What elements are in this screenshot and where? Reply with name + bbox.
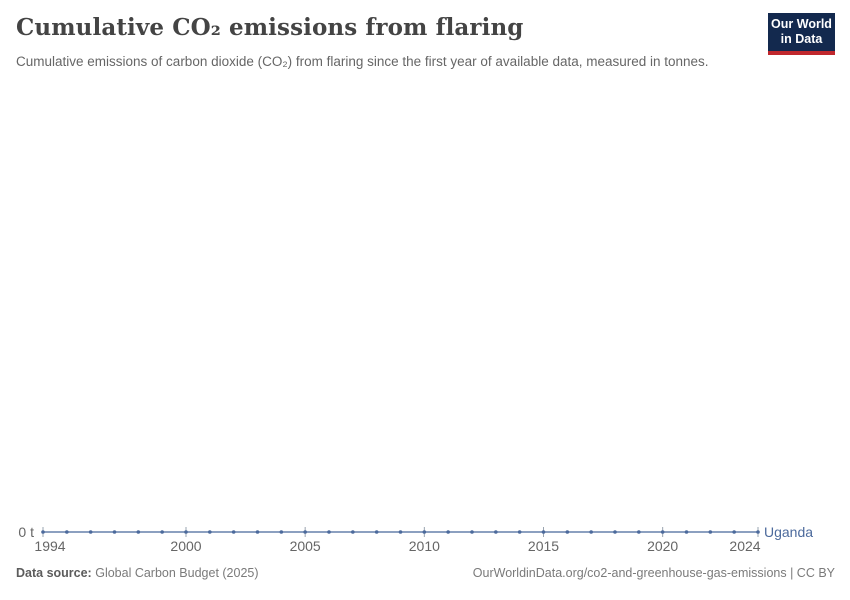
- x-axis-tick-label: 2010: [409, 538, 440, 554]
- x-axis-tick-label: 2024: [729, 538, 760, 554]
- data-point-marker[interactable]: [41, 530, 45, 534]
- data-point-marker[interactable]: [422, 530, 427, 534]
- footer-link[interactable]: OurWorldinData.org/co2-and-greenhouse-ga…: [472, 566, 835, 580]
- data-point-marker[interactable]: [613, 530, 617, 534]
- owid-logo-line1: Our World: [771, 17, 832, 31]
- data-point-marker[interactable]: [374, 530, 379, 534]
- data-point-marker[interactable]: [160, 530, 164, 534]
- data-source-value: Global Carbon Budget (2025): [95, 566, 259, 580]
- data-point-marker[interactable]: [589, 530, 593, 534]
- data-point-marker[interactable]: [351, 530, 355, 534]
- data-point-marker[interactable]: [136, 530, 141, 534]
- data-point-marker[interactable]: [517, 530, 522, 534]
- owid-logo-line2: in Data: [780, 32, 823, 46]
- data-point-marker[interactable]: [756, 530, 760, 534]
- data-point-marker[interactable]: [470, 530, 474, 534]
- y-axis-zero-label: 0 t: [18, 524, 34, 540]
- data-point-marker[interactable]: [65, 530, 69, 534]
- data-point-marker[interactable]: [112, 530, 117, 534]
- x-axis-tick-label: 1994: [34, 538, 65, 554]
- data-point-marker[interactable]: [184, 530, 188, 534]
- data-point-marker[interactable]: [231, 530, 236, 534]
- data-point-marker[interactable]: [255, 530, 260, 534]
- data-point-marker[interactable]: [446, 530, 450, 534]
- x-axis-tick-label: 2015: [528, 538, 559, 554]
- data-point-marker[interactable]: [541, 530, 546, 534]
- data-point-marker[interactable]: [327, 530, 331, 534]
- chart-title: Cumulative CO₂ emissions from flaring: [16, 14, 524, 41]
- data-point-marker[interactable]: [279, 530, 284, 534]
- data-source-label: Data source:: [16, 566, 92, 580]
- data-point-marker[interactable]: [398, 530, 403, 534]
- data-point-marker[interactable]: [637, 530, 641, 534]
- x-axis-tick-label: 2020: [647, 538, 678, 554]
- data-point-marker[interactable]: [494, 530, 498, 534]
- data-point-marker[interactable]: [208, 530, 212, 534]
- data-point-marker[interactable]: [660, 530, 665, 534]
- x-axis-tick-label: 2000: [170, 538, 201, 554]
- data-source: Data source: Global Carbon Budget (2025): [16, 566, 259, 580]
- owid-logo[interactable]: Our World in Data: [768, 13, 835, 55]
- chart-footer: Data source: Global Carbon Budget (2025)…: [16, 566, 835, 580]
- data-point-marker[interactable]: [708, 530, 713, 534]
- chart-subtitle: Cumulative emissions of carbon dioxide (…: [16, 54, 709, 69]
- data-point-marker[interactable]: [565, 530, 570, 534]
- series-label-uganda[interactable]: Uganda: [764, 524, 813, 540]
- data-point-marker[interactable]: [88, 530, 93, 534]
- data-point-marker[interactable]: [303, 530, 307, 534]
- x-axis-tick-label: 2005: [290, 538, 321, 554]
- data-point-marker[interactable]: [684, 530, 689, 534]
- data-point-marker[interactable]: [732, 530, 736, 534]
